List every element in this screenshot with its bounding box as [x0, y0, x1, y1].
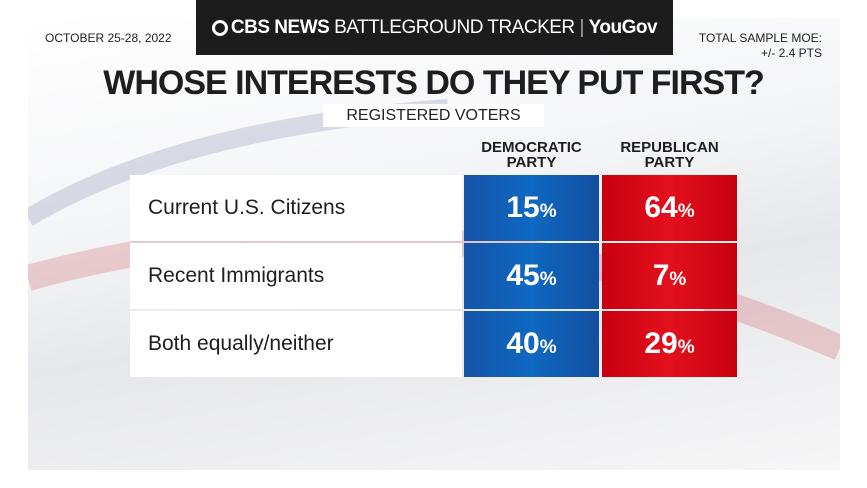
percent-sign: % — [677, 201, 695, 222]
republican-value: 7% — [602, 243, 737, 309]
row-label: Current U.S. Citizens — [130, 175, 462, 241]
row-label: Both equally/neither — [130, 311, 462, 377]
percent-sign: % — [539, 337, 557, 358]
democratic-value: 40% — [464, 311, 599, 377]
date: OCTOBER 25-28, 2022 — [45, 31, 172, 45]
percent-sign: % — [677, 337, 695, 358]
partner-logo: YouGov — [588, 16, 658, 38]
moe-value: +/- 2.4 PTS — [760, 46, 822, 60]
republican-value: 29% — [602, 311, 737, 377]
percent-sign: % — [539, 201, 557, 222]
tracker-name: BATTLEGROUND TRACKER — [334, 16, 575, 38]
subtitle: REGISTERED VOTERS — [323, 104, 544, 127]
brand-name: CBS NEWS — [230, 16, 330, 38]
column-header-republican: REPUBLICAN PARTY — [620, 139, 719, 171]
divider: | — [579, 16, 584, 38]
brand-header: CBS NEWS BATTLEGROUND TRACKER | YouGov — [196, 0, 673, 55]
democratic-value: 15% — [464, 175, 599, 241]
column-header-democratic: DEMOCRATIC PARTY — [481, 139, 582, 171]
cbs-eye-icon — [211, 19, 228, 36]
percent-sign: % — [669, 269, 687, 290]
moe: TOTAL SAMPLE MOE: +/- 2.4 PTS — [699, 31, 822, 61]
percent-sign: % — [539, 269, 557, 290]
republican-value: 64% — [602, 175, 737, 241]
row-label: Recent Immigrants — [130, 243, 462, 309]
democratic-value: 45% — [464, 243, 599, 309]
moe-label: TOTAL SAMPLE MOE: — [698, 31, 822, 45]
chart-title: WHOSE INTERESTS DO THEY PUT FIRST? — [103, 64, 765, 102]
